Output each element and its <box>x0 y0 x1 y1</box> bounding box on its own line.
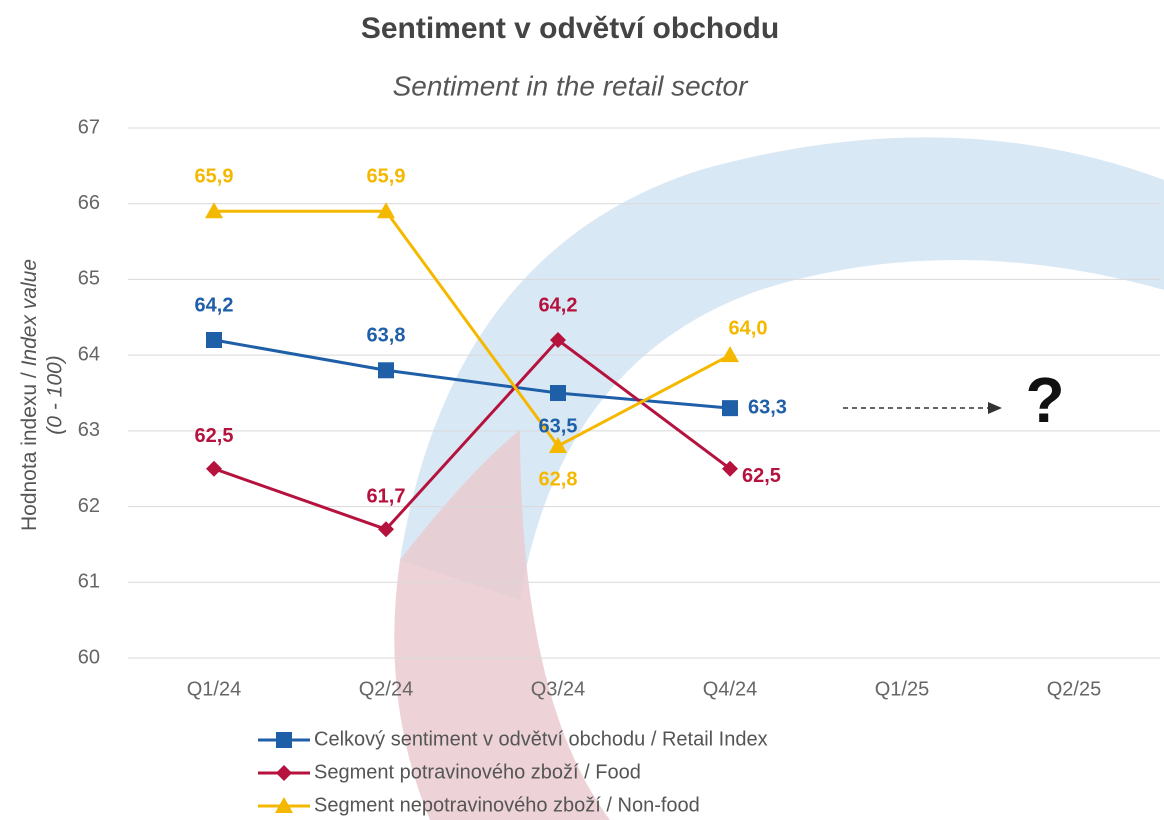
y-axis-label-text: Hodnota indexu / <box>18 366 41 531</box>
point <box>722 400 738 416</box>
y-tick-label: 62 <box>78 495 100 517</box>
data-label: 61,7 <box>367 486 406 508</box>
x-tick-label: Q2/24 <box>359 678 413 700</box>
y-tick-label: 63 <box>78 419 100 441</box>
data-label: 63,5 <box>539 415 578 437</box>
legend-marker <box>276 765 292 781</box>
point <box>721 346 739 362</box>
data-label: 62,5 <box>742 465 781 487</box>
point <box>550 385 566 401</box>
y-tick-label: 66 <box>78 192 100 214</box>
data-label: 65,9 <box>367 166 406 188</box>
legend-label: Celkový sentiment v odvětví obchodu / Re… <box>314 728 768 750</box>
data-label: 63,8 <box>367 325 406 347</box>
data-label: 62,5 <box>195 425 234 447</box>
y-axis-label: Hodnota indexu / Index value <box>18 259 41 531</box>
y-axis-label-line2: (0 - 100) <box>44 355 67 434</box>
y-tick-label: 67 <box>78 116 100 138</box>
y-tick-label: 61 <box>78 571 100 593</box>
chart-title: Sentiment v odvětví obchodu <box>361 12 779 45</box>
data-label: 64,2 <box>195 294 234 316</box>
arrow-head <box>988 402 1002 414</box>
annotation: ? <box>1025 364 1064 436</box>
legend-marker <box>276 732 292 748</box>
legend-label: Segment nepotravinového zboží / Non-food <box>314 794 700 816</box>
y-axis-label-italic: Index value <box>18 259 41 366</box>
y-tick-label: 64 <box>78 343 100 365</box>
x-tick-label: Q2/25 <box>1047 678 1101 700</box>
point <box>378 362 394 378</box>
x-tick-label: Q1/24 <box>187 678 241 700</box>
chart: Sentiment v odvětví obchodu Sentiment in… <box>0 0 1164 820</box>
legend-label: Segment potravinového zboží / Food <box>314 761 641 783</box>
data-label: 63,3 <box>748 396 787 418</box>
y-tick-label: 60 <box>78 646 100 668</box>
data-label: 64,2 <box>539 294 578 316</box>
data-label: 64,0 <box>729 317 768 339</box>
x-tick-label: Q1/25 <box>875 678 929 700</box>
data-label: 65,9 <box>195 166 234 188</box>
x-tick-label: Q4/24 <box>703 678 757 700</box>
data-label: 62,8 <box>539 468 578 490</box>
point <box>206 461 222 477</box>
point <box>206 332 222 348</box>
chart-subtitle: Sentiment in the retail sector <box>393 70 750 101</box>
y-tick-label: 65 <box>78 268 100 290</box>
x-tick-label: Q3/24 <box>531 678 585 700</box>
